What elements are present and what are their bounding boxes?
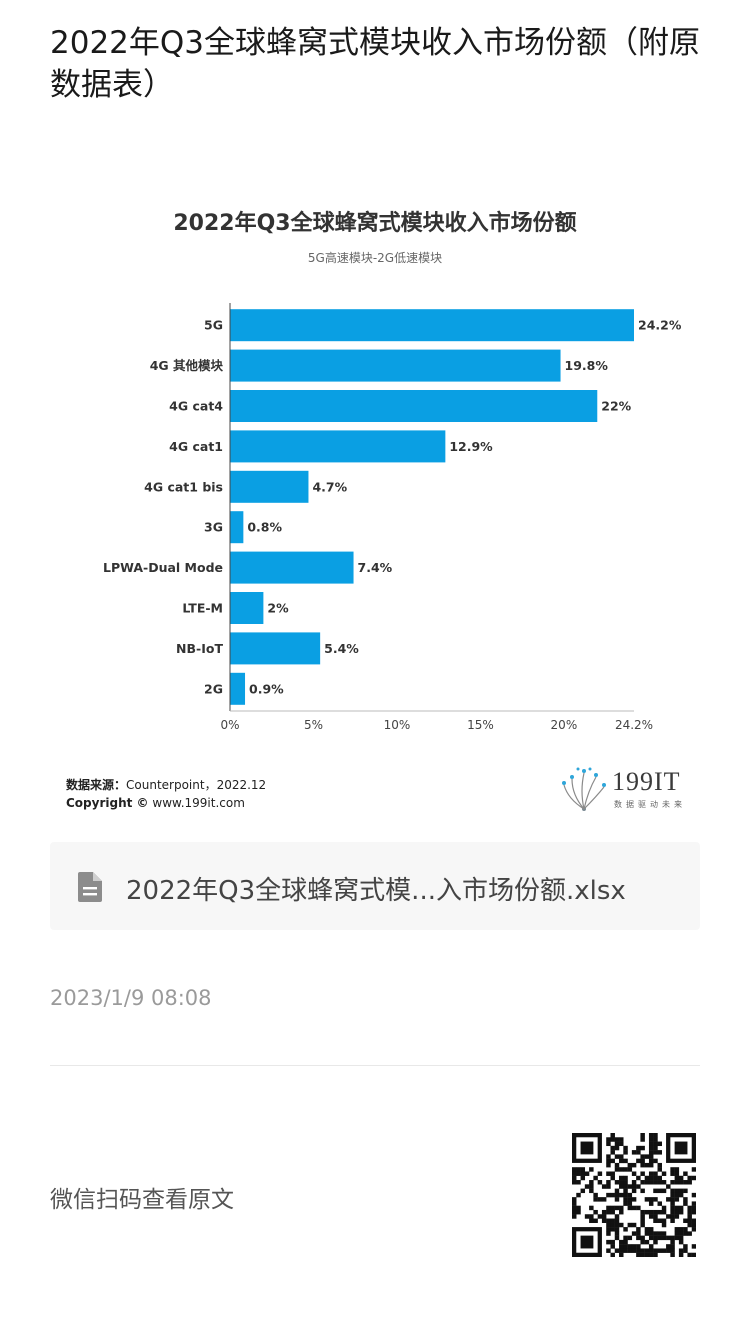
divider [50,1065,700,1066]
copyright-label: Copyright © [66,796,149,810]
category-label: NB-IoT [176,641,223,656]
bar [230,309,634,342]
logo-text: 199IT [612,767,681,796]
source-line: 数据来源：Counterpoint，2022.12 [66,776,266,793]
x-tick-label: 15% [467,718,494,732]
value-label: 0.9% [249,681,284,696]
value-label: 0.8% [247,520,282,535]
bar [230,349,561,382]
category-label: 4G cat1 [169,439,223,454]
value-label: 5.4% [324,641,359,656]
value-label: 22% [601,399,631,414]
category-label: 4G cat4 [169,399,223,414]
bar [230,511,244,544]
category-label: LPWA-Dual Mode [103,560,223,575]
category-label: 3G [204,520,223,535]
qr-code-icon[interactable] [572,1133,696,1257]
article-title: 2022年Q3全球蜂窝式模块收入市场份额（附原数据表） [50,25,701,103]
bar [230,632,321,665]
bar [230,430,446,463]
value-label: 19.8% [565,358,609,373]
x-tick-label: 20% [551,718,578,732]
value-label: 12.9% [449,439,493,454]
199it-logo: 199IT 数据驱动未来 [558,765,698,815]
category-label: 2G [204,681,223,696]
bar [230,672,246,705]
chart-image[interactable]: 2022年Q3全球蜂窝式模块收入市场份额 5G高速模块-2G低速模块 5G 24.… [50,185,700,825]
x-tick-label: 10% [384,718,411,732]
bar-chart: 5G 24.2% 4G 其他模块 19.8% 4G cat4 22% 4G cat1 12.9… [103,303,682,732]
x-tick-label: 0% [220,718,239,732]
bar [230,592,264,624]
copyright-line: Copyright © www.199it.com [66,796,245,810]
category-label: LTE-M [182,601,223,616]
attachment-file-name[interactable]: 2022年Q3全球蜂窝式模...入市场份额.xlsx [126,876,626,906]
bar [230,390,598,422]
bar [230,470,309,503]
document-icon [78,872,102,902]
x-tick-label: 24.2% [615,718,653,732]
category-label: 4G 其他模块 [150,358,224,373]
wechat-scan-prompt: 微信扫码查看原文 [50,1187,234,1213]
x-tick-label: 5% [304,718,323,732]
chart-subtitle: 5G高速模块-2G低速模块 [307,251,443,265]
category-label: 5G [204,318,223,333]
chart-title: 2022年Q3全球蜂窝式模块收入市场份额 [173,211,577,236]
value-label: 7.4% [358,560,393,575]
logo-slogan: 数据驱动未来 [614,800,686,809]
source-label: 数据来源： [66,778,127,792]
category-label: 4G cat1 bis [144,479,223,494]
logo-mark-icon [562,767,606,811]
value-label: 24.2% [638,318,682,333]
value-label: 4.7% [312,479,347,494]
bar [230,551,354,584]
value-label: 2% [267,601,289,616]
publish-timestamp: 2023/1/9 08:08 [50,986,212,1010]
attachment-file-card[interactable]: 2022年Q3全球蜂窝式模...入市场份额.xlsx [50,842,700,930]
copyright-text: www.199it.com [152,796,245,810]
source-text: Counterpoint，2022.12 [126,778,267,792]
